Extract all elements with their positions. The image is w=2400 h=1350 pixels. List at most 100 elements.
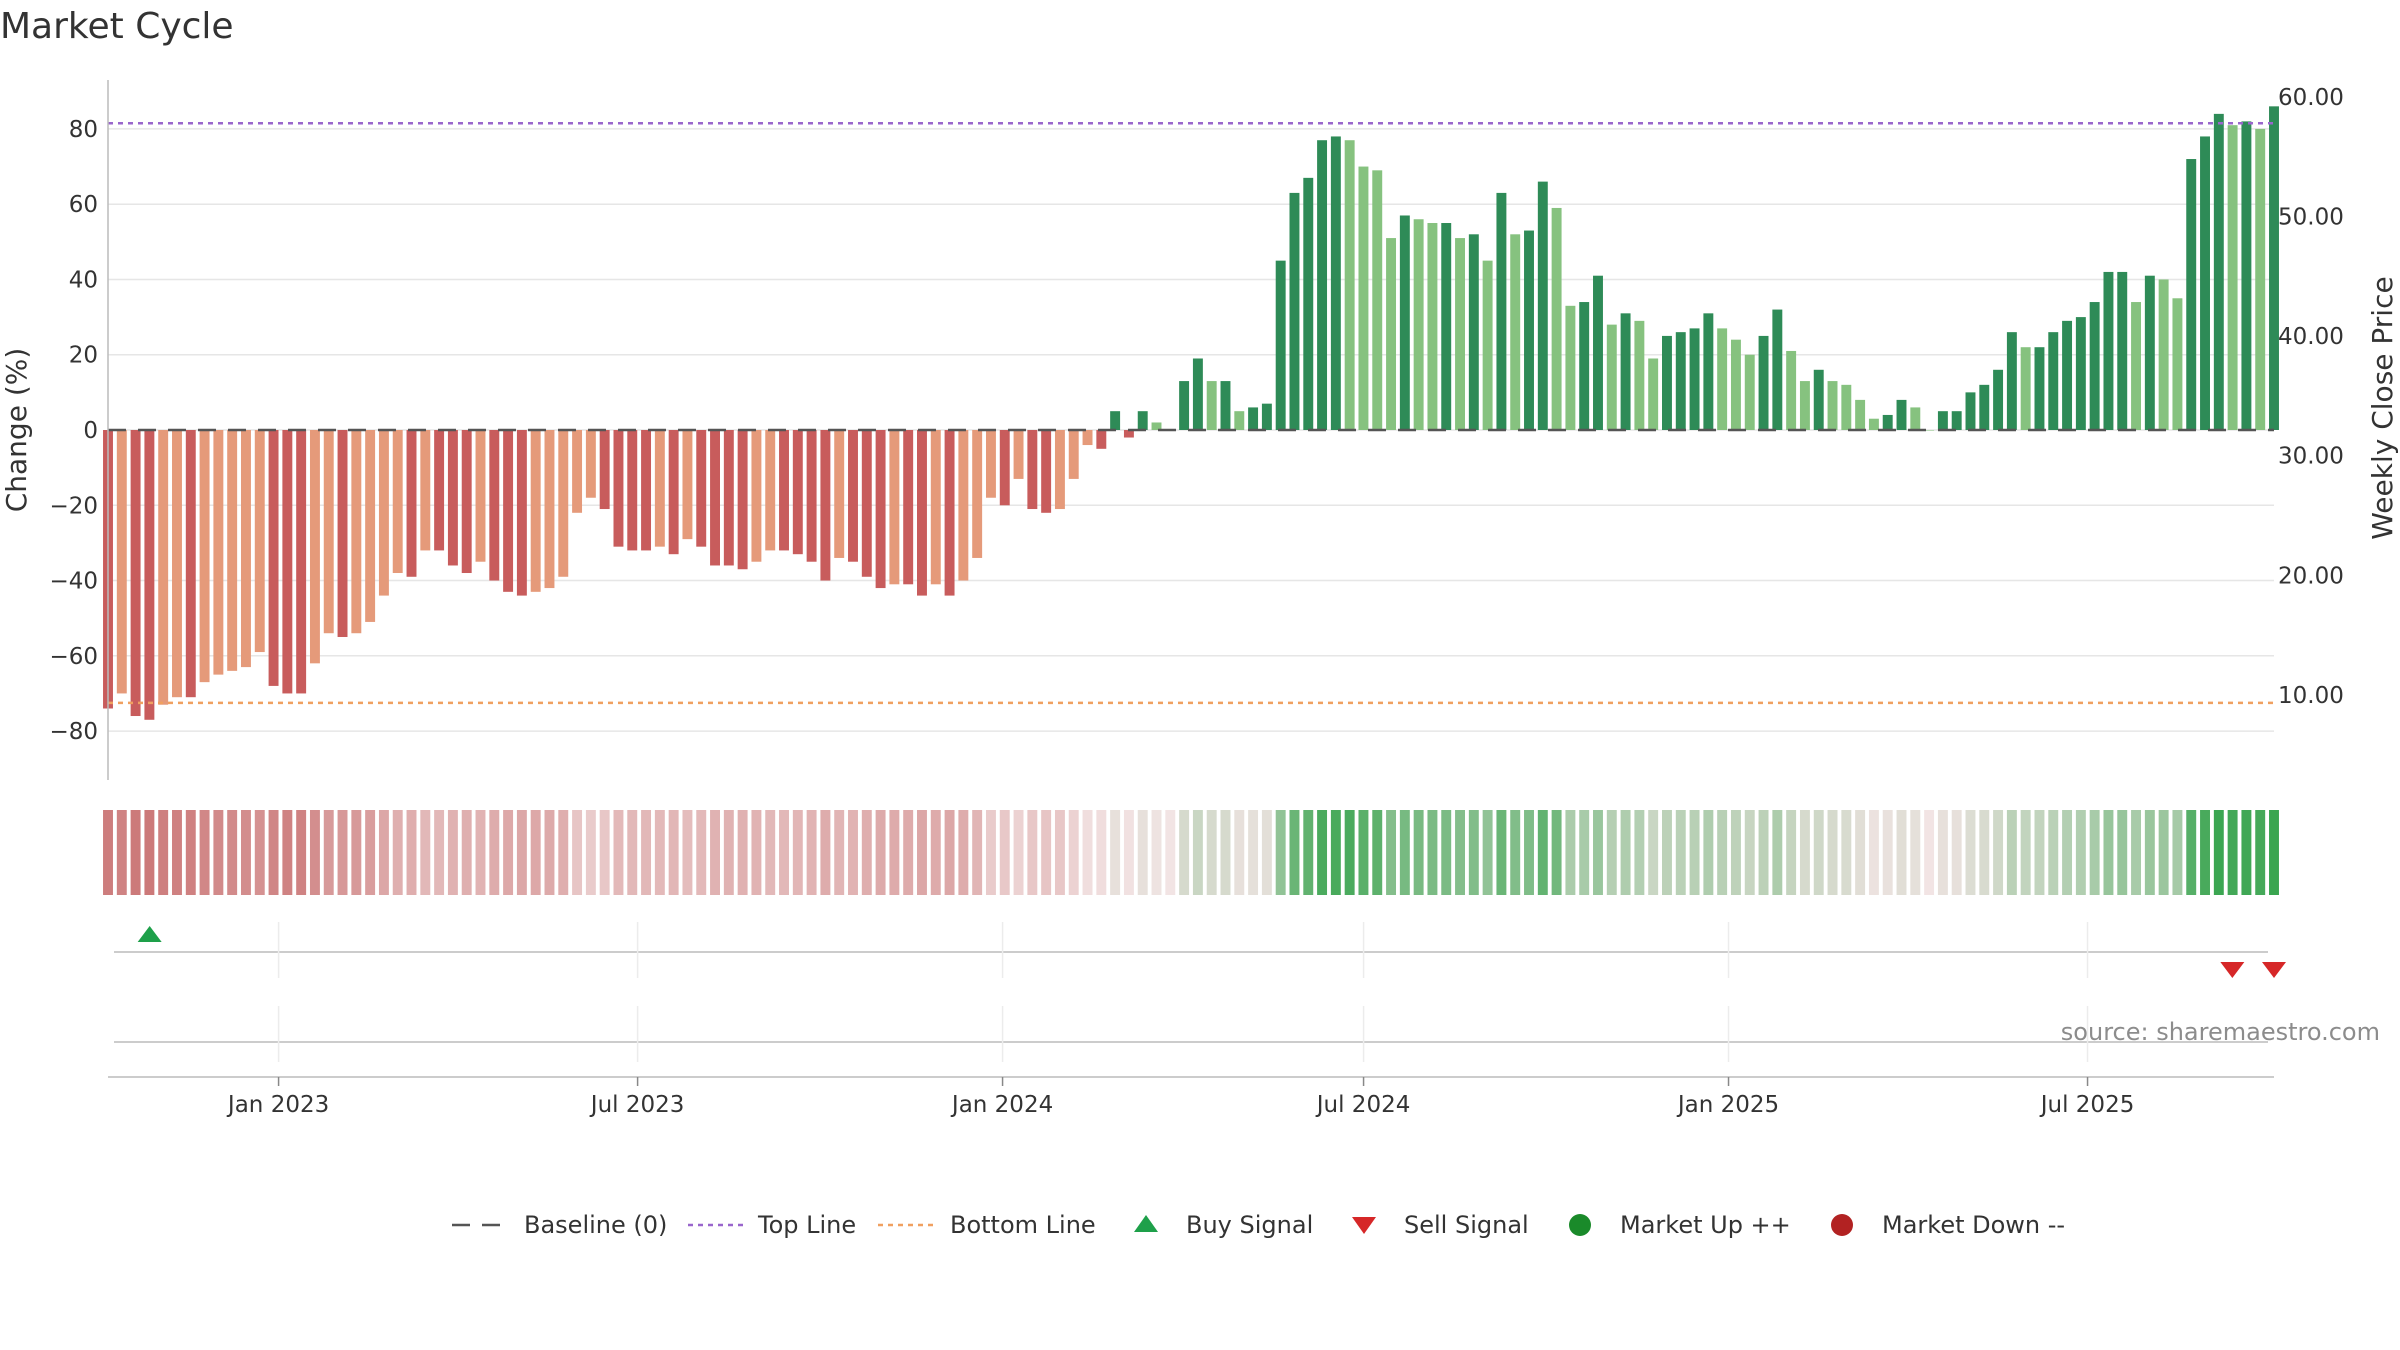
- change-bar: [1896, 399, 1907, 430]
- heat-cell: [558, 810, 569, 895]
- change-bar: [406, 430, 417, 577]
- heat-cell: [820, 810, 831, 895]
- heat-cell: [2144, 810, 2155, 895]
- change-bar: [2103, 271, 2114, 430]
- change-bar: [820, 430, 831, 581]
- change-bar: [475, 430, 486, 562]
- heat-cell: [2117, 810, 2128, 895]
- change-bar: [985, 430, 996, 498]
- sell-signal-marker: [2220, 962, 2245, 978]
- change-bar: [240, 430, 251, 668]
- change-bar: [2089, 302, 2100, 430]
- heat-cell: [1524, 810, 1534, 895]
- heat-cell: [1110, 810, 1121, 895]
- y2-tick-label: 10.00: [2278, 683, 2344, 709]
- change-bar: [1648, 358, 1659, 430]
- heat-cell: [2062, 810, 2073, 895]
- heat-cell: [958, 810, 969, 895]
- change-bar: [378, 430, 389, 596]
- heat-cell: [737, 810, 748, 895]
- heat-cell: [1468, 810, 1479, 895]
- y-tick-label: 0: [83, 418, 98, 444]
- heat-cell: [2075, 810, 2086, 895]
- heat-cell: [1386, 810, 1397, 895]
- heat-cell: [1703, 810, 1714, 895]
- heat-cell: [2213, 810, 2224, 895]
- heat-cell: [1441, 810, 1452, 895]
- change-bar: [351, 430, 362, 634]
- change-bar: [172, 430, 182, 698]
- change-bar: [792, 430, 803, 555]
- heat-cell: [434, 810, 445, 895]
- heat-cell: [503, 810, 514, 895]
- change-bar: [889, 430, 900, 585]
- heat-cell: [1510, 810, 1521, 895]
- heat-cell: [682, 810, 693, 895]
- change-bar: [641, 430, 652, 551]
- change-bar: [1979, 384, 1990, 430]
- heat-cell: [447, 810, 458, 895]
- heat-cell: [2089, 810, 2100, 895]
- heat-cell: [848, 810, 858, 895]
- change-bar: [365, 430, 376, 622]
- heat-cell: [1868, 810, 1879, 895]
- heat-cell: [1689, 810, 1700, 895]
- change-bar: [1220, 381, 1231, 430]
- change-bar: [1579, 302, 1590, 430]
- change-bar: [1206, 381, 1217, 430]
- change-bar: [1606, 324, 1617, 430]
- heat-cell: [1413, 810, 1424, 895]
- change-bar: [917, 430, 927, 596]
- heat-cell: [1841, 810, 1852, 895]
- change-bar: [1027, 430, 1038, 510]
- heat-cell: [751, 810, 762, 895]
- heat-cell: [378, 810, 389, 895]
- grid-layer: [108, 128, 2274, 732]
- heat-cell: [903, 810, 914, 895]
- change-bar: [1455, 238, 1465, 430]
- change-bar: [116, 430, 127, 694]
- heat-cell: [641, 810, 652, 895]
- change-bar: [2144, 275, 2155, 430]
- change-bar: [2213, 113, 2224, 430]
- heat-cell: [1041, 810, 1052, 895]
- heat-cell: [1786, 810, 1797, 895]
- y-tick-label: −60: [49, 644, 98, 670]
- heat-cell: [309, 810, 320, 895]
- change-bar: [2255, 128, 2266, 430]
- heat-cell: [930, 810, 941, 895]
- change-bar: [1179, 381, 1190, 430]
- change-bar: [1689, 328, 1700, 430]
- change-bar: [1399, 215, 1410, 430]
- change-bar: [461, 430, 472, 574]
- change-bar: [1068, 430, 1079, 479]
- heat-cell: [1951, 810, 1962, 895]
- change-bar: [1041, 430, 1052, 513]
- change-bar: [516, 430, 527, 596]
- change-bar: [779, 430, 789, 551]
- change-bar: [861, 430, 872, 577]
- change-bar: [1703, 313, 1714, 430]
- change-bar: [144, 430, 155, 720]
- heat-cell: [654, 810, 665, 895]
- x-tick-label: Jul 2024: [1315, 1092, 1411, 1118]
- change-bar: [558, 430, 569, 577]
- change-bar: [1841, 384, 1852, 430]
- heat-cell: [1151, 810, 1162, 895]
- change-bar: [972, 430, 983, 558]
- x-tick-label: Jan 2024: [950, 1092, 1053, 1118]
- heat-cell: [199, 810, 210, 895]
- change-bar: [1565, 305, 1576, 430]
- change-bar: [2020, 347, 2031, 430]
- heat-cell: [2131, 810, 2142, 895]
- change-bar: [737, 430, 748, 570]
- heat-cell: [1896, 810, 1907, 895]
- change-bar: [1882, 414, 1893, 430]
- change-bar: [337, 430, 348, 637]
- heat-cell: [2158, 810, 2169, 895]
- change-bar: [1662, 335, 1672, 430]
- change-bar: [1827, 381, 1838, 430]
- change-bar: [1441, 223, 1452, 430]
- y2-tick-label: 30.00: [2278, 444, 2344, 470]
